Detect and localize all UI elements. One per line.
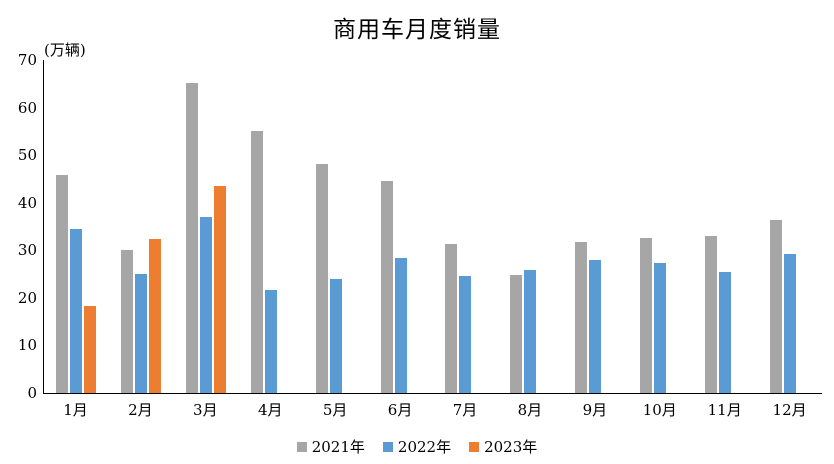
x-axis-label: 9月 — [582, 401, 608, 419]
bar-2023年-1月 — [84, 306, 97, 393]
legend-swatch-2021年 — [296, 441, 307, 452]
x-axis-label: 11月 — [707, 401, 742, 419]
bar-2021年-10月 — [639, 238, 652, 393]
y-axis-tick-labels: 0 10 20 30 40 50 60 70 — [0, 0, 37, 464]
x-axis-label: 7月 — [452, 401, 478, 419]
bar-cluster-11月 — [692, 60, 757, 393]
bar-2023年-3月 — [214, 185, 227, 393]
bar-cluster-3月 — [174, 60, 239, 393]
legend: 2021年 2022年 2023年 — [0, 436, 834, 457]
legend-label: 2021年 — [311, 438, 365, 456]
bar-cluster-8月 — [498, 60, 563, 393]
y-axis-unit-label: (万辆) — [44, 41, 86, 59]
bar-2021年-3月 — [186, 82, 199, 393]
bar-2021年-2月 — [121, 250, 134, 393]
bar-2022年-4月 — [264, 289, 277, 393]
bar-cluster-7月 — [433, 60, 498, 393]
y-axis-tick-label: 10 — [17, 336, 37, 355]
x-axis-label: 4月 — [257, 401, 283, 419]
bar-2021年-4月 — [250, 131, 263, 393]
x-axis-label: 1月 — [63, 401, 88, 419]
bar-cluster-5月 — [303, 60, 368, 393]
bar-2021年-8月 — [510, 275, 523, 393]
y-axis-tick-label: 20 — [17, 288, 37, 307]
x-axis-label: 6月 — [387, 401, 413, 419]
bar-cluster-10月 — [627, 60, 692, 393]
legend-item-2023年: 2023年 — [469, 436, 537, 457]
legend-item-2022年: 2022年 — [382, 436, 452, 457]
x-axis-label: 3月 — [193, 401, 218, 419]
x-axis-labels: 1月 2月 3月 4月 5月 6月 7月 8月 9月 10月 11月 12月 — [43, 399, 822, 420]
bar-2022年-12月 — [783, 254, 796, 393]
x-axis-label: 12月 — [772, 401, 807, 419]
bar-cluster-6月 — [368, 60, 433, 393]
y-axis-tick-label: 30 — [17, 241, 37, 260]
x-axis-label: 5月 — [322, 401, 348, 419]
bar-2022年-10月 — [653, 263, 666, 393]
bar-2022年-1月 — [70, 228, 83, 393]
bar-cluster-2月 — [109, 60, 174, 393]
y-axis-tick-label: 50 — [17, 146, 37, 165]
x-axis-label: 10月 — [642, 401, 677, 419]
y-axis-tick-label: 40 — [17, 193, 37, 212]
bar-cluster-9月 — [563, 60, 628, 393]
bar-2021年-9月 — [575, 242, 588, 393]
bar-2022年-6月 — [394, 258, 407, 393]
bar-2023年-2月 — [149, 238, 162, 393]
bar-2022年-2月 — [135, 274, 148, 393]
chart-title: 商用车月度销量 — [333, 17, 501, 43]
bar-2021年-7月 — [445, 244, 458, 393]
bar-2022年-7月 — [459, 275, 472, 393]
bar-2021年-11月 — [704, 236, 717, 393]
y-axis-tick-label: 0 — [27, 384, 37, 402]
bar-2022年-8月 — [524, 269, 537, 393]
plot-area — [43, 60, 822, 394]
bar-cluster-1月 — [44, 60, 109, 393]
y-axis-tick-label: 60 — [17, 98, 37, 117]
bar-2022年-3月 — [200, 217, 213, 393]
legend-swatch-2023年 — [469, 441, 480, 452]
bar-2022年-5月 — [329, 278, 342, 393]
x-axis-label: 2月 — [128, 401, 153, 419]
bar-2021年-5月 — [315, 163, 328, 393]
legend-label: 2022年 — [397, 438, 452, 456]
bar-2021年-1月 — [56, 175, 69, 393]
bar-2021年-12月 — [769, 219, 782, 393]
legend-item-2021年: 2021年 — [296, 436, 365, 457]
legend-swatch-2022年 — [382, 441, 393, 452]
bar-cluster-4月 — [238, 60, 303, 393]
bar-cluster-12月 — [757, 60, 822, 393]
x-axis-label: 8月 — [517, 401, 543, 419]
legend-label: 2023年 — [484, 438, 538, 456]
bar-2021年-6月 — [380, 180, 393, 393]
y-axis-tick-label: 70 — [17, 51, 37, 69]
bar-2022年-11月 — [718, 272, 731, 393]
bar-2022年-9月 — [589, 259, 602, 393]
